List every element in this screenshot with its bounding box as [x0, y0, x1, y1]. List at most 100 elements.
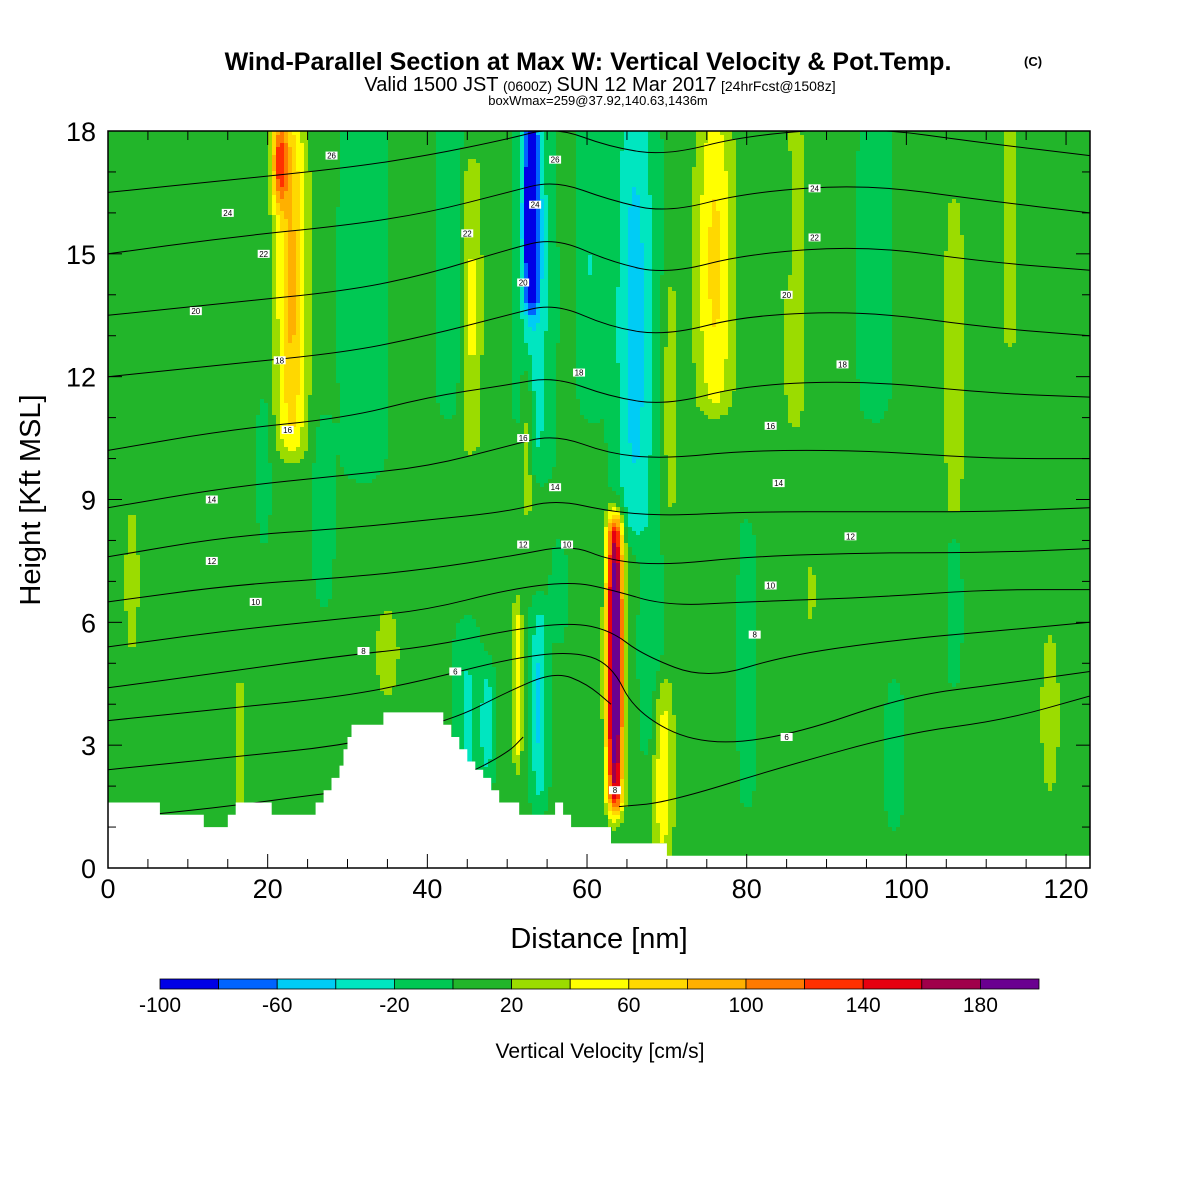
w-cell [144, 351, 149, 356]
w-cell [136, 263, 141, 268]
w-cell [136, 395, 141, 400]
w-cell [128, 255, 133, 260]
w-cell [152, 563, 157, 568]
w-cell [148, 155, 153, 160]
w-cell [124, 367, 129, 372]
w-cell [124, 735, 129, 740]
w-cell [116, 203, 121, 208]
w-cell [132, 139, 137, 144]
w-cell [148, 675, 153, 680]
w-cell [124, 591, 129, 596]
w-cell [112, 735, 117, 740]
w-cell [112, 711, 117, 716]
w-cell [112, 347, 117, 352]
w-cell [148, 267, 153, 272]
w-cell [152, 503, 157, 508]
w-cell [120, 199, 125, 204]
w-cell [156, 363, 161, 368]
w-cell [124, 559, 129, 564]
w-cell [120, 587, 125, 592]
w-cell [160, 335, 165, 340]
w-cell [148, 659, 153, 664]
w-cell [144, 523, 149, 528]
w-cell [156, 135, 161, 140]
w-cell [156, 431, 161, 436]
w-cell [128, 679, 133, 684]
w-cell [124, 795, 129, 800]
w-cell [160, 351, 165, 356]
w-cell [116, 311, 121, 316]
w-cell [156, 443, 161, 448]
w-cell [124, 375, 129, 380]
w-cell [140, 723, 145, 728]
w-cell [140, 535, 145, 540]
w-cell [144, 147, 149, 152]
w-cell [116, 531, 121, 536]
w-cell [140, 163, 145, 168]
w-cell [144, 323, 149, 328]
w-cell [144, 447, 149, 452]
w-cell [136, 399, 141, 404]
w-cell [128, 191, 133, 196]
w-cell [124, 627, 129, 632]
w-cell [136, 579, 141, 584]
w-cell [124, 743, 129, 748]
w-cell [112, 507, 117, 512]
w-cell [160, 163, 165, 168]
w-cell [144, 327, 149, 332]
w-cell [132, 587, 137, 592]
w-cell [120, 307, 125, 312]
w-cell [120, 259, 125, 264]
w-cell [136, 723, 141, 728]
w-cell [120, 535, 125, 540]
w-cell [140, 195, 145, 200]
w-cell [144, 483, 149, 488]
w-cell [152, 747, 157, 752]
w-cell [116, 283, 121, 288]
w-cell [136, 135, 141, 140]
w-cell [120, 571, 125, 576]
w-cell [136, 283, 141, 288]
w-cell [156, 795, 161, 800]
w-cell [148, 727, 153, 732]
w-cell [136, 267, 141, 272]
w-cell [112, 343, 117, 348]
w-cell [148, 299, 153, 304]
w-cell [136, 539, 141, 544]
w-cell [144, 355, 149, 360]
w-cell [112, 611, 117, 616]
w-cell [124, 419, 129, 424]
w-cell [152, 523, 157, 528]
w-cell [136, 255, 141, 260]
w-cell [152, 775, 157, 780]
w-cell [152, 615, 157, 620]
w-cell [132, 791, 137, 796]
w-cell [116, 403, 121, 408]
w-cell [132, 355, 137, 360]
w-cell [144, 463, 149, 468]
w-cell [152, 267, 157, 272]
w-cell [124, 435, 129, 440]
w-cell [156, 435, 161, 440]
w-cell [152, 791, 157, 796]
w-cell [128, 567, 133, 572]
w-cell [128, 267, 133, 272]
w-cell [148, 195, 153, 200]
w-cell [140, 463, 145, 468]
w-cell [156, 683, 161, 688]
w-cell [140, 179, 145, 184]
w-cell [140, 763, 145, 768]
w-cell [148, 643, 153, 648]
w-cell [136, 727, 141, 732]
w-cell [120, 183, 125, 188]
w-cell [152, 211, 157, 216]
w-cell [156, 675, 161, 680]
w-cell [124, 459, 129, 464]
w-cell [112, 795, 117, 800]
w-cell [116, 399, 121, 404]
w-cell [152, 683, 157, 688]
w-cell [116, 219, 121, 224]
w-cell [124, 283, 129, 288]
w-cell [128, 367, 133, 372]
w-cell [124, 139, 129, 144]
